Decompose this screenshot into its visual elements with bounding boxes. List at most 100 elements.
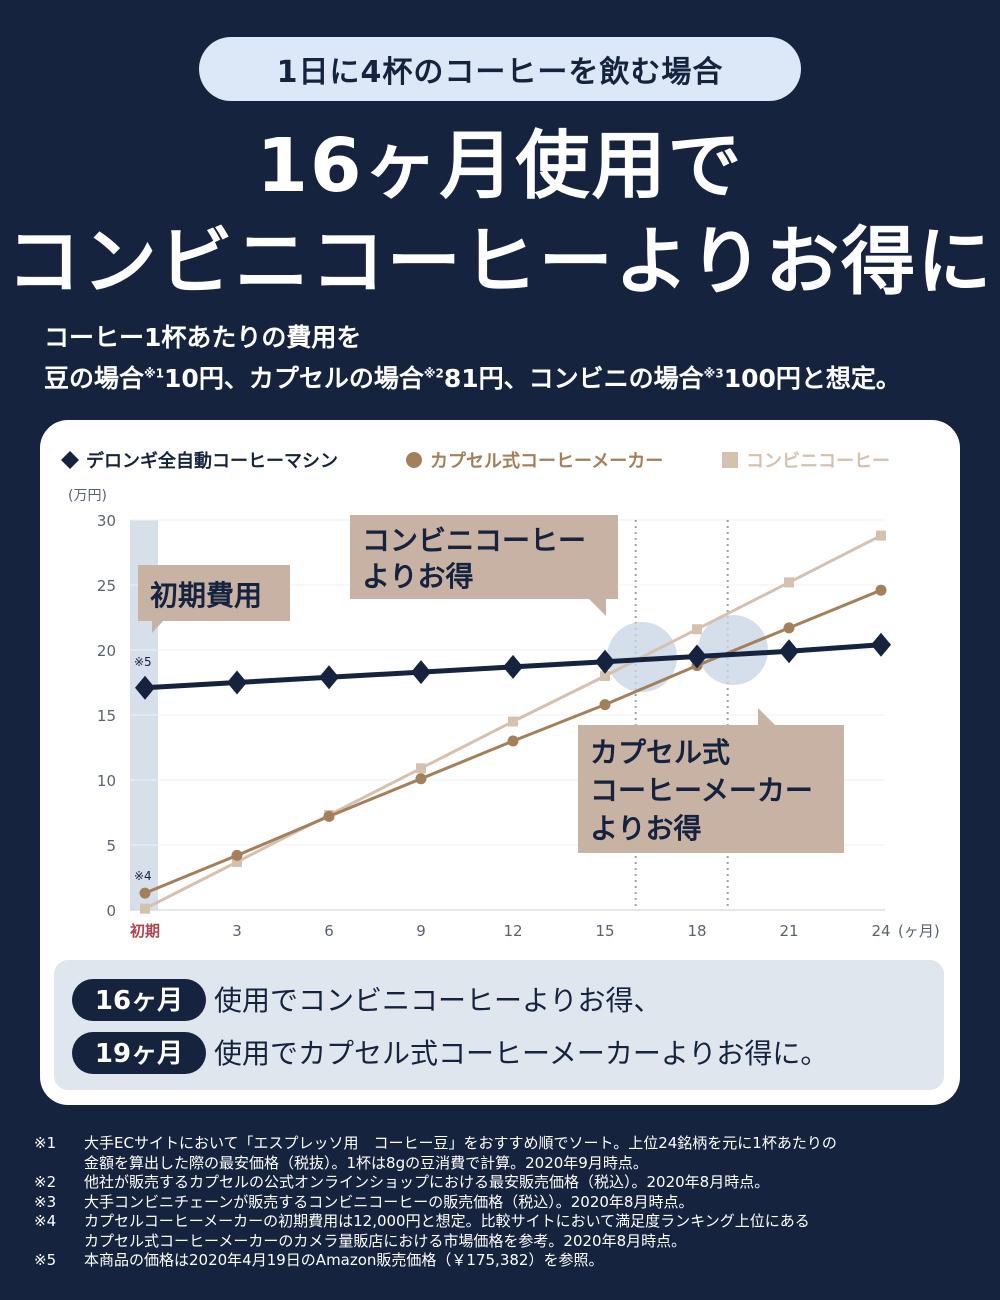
point-square-4 (508, 716, 518, 727)
footnote-mark: ※1 (34, 1134, 57, 1152)
footnote-line: カプセル式コーヒーメーカーのカメラ量販店における市場価格を参考。2020年8月時… (84, 1231, 687, 1250)
point-diamond-5 (595, 649, 615, 674)
footnote-1: ※1 大手ECサイトにおいて「エスプレッソ用 コーヒー豆」をおすすめ順でソート。上… (34, 1134, 974, 1173)
point-circle-8 (875, 584, 887, 596)
summary-months-2: 19ヶ月 (95, 1039, 183, 1069)
point-circle-1 (231, 849, 243, 861)
summary-box (54, 960, 944, 1090)
footnote-text: 他社が販売するカプセルの公式オンラインショップにおける最安販売価格（税込）。20… (84, 1173, 974, 1193)
y-tick-15: 15 (97, 707, 116, 725)
summary-text-1: 使用でコンビニコーヒーよりお得、 (214, 984, 661, 1017)
point-diamond-0 (135, 675, 155, 700)
legend-label-1: カプセル式コーヒーメーカー (430, 450, 663, 472)
capsule-callout-line-3: よりお得 (590, 812, 701, 845)
cvs-callout (350, 515, 618, 599)
point-circle-0 (139, 887, 151, 899)
capsule-callout (578, 725, 844, 853)
scenario-pill: 1日に4杯のコーヒーを飲む場合 (199, 37, 801, 101)
cvs-callout-line-2: よりお得 (362, 560, 473, 593)
footnote-line: 大手ECサイトにおいて「エスプレッソ用 コーヒー豆」をおすすめ順でソート。上位2… (84, 1134, 837, 1152)
footnote-text: 大手ECサイトにおいて「エスプレッソ用 コーヒー豆」をおすすめ順でソート。上位2… (84, 1134, 974, 1173)
note-5-label: ※5 (134, 655, 152, 669)
capsule-callout-line-2: コーヒーメーカー (590, 774, 813, 807)
initial-cost-callout-tail (152, 620, 164, 633)
summary-pill-1 (72, 979, 206, 1021)
x-tick-15: 15 (595, 922, 614, 940)
footnotes: ※1 大手ECサイトにおいて「エスプレッソ用 コーヒー豆」をおすすめ順でソート。上… (34, 1134, 974, 1271)
point-square-6 (692, 624, 702, 635)
x-tick-9: 9 (416, 922, 426, 940)
x-tick-6: 6 (324, 922, 334, 940)
footnote-mark: ※3 (34, 1192, 57, 1211)
point-diamond-8 (871, 632, 891, 657)
footnote-line: 金額を算出した際の最安価格（税抜）。1杯は8gの豆消費で計算。2020年9月時点… (84, 1153, 648, 1172)
x-tick-3: 3 (232, 922, 242, 940)
footnote-2: ※2 他社が販売するカプセルの公式オンラインショップにおける最安販売価格（税込）。… (34, 1173, 974, 1193)
point-circle-5 (599, 699, 611, 711)
y-tick-20: 20 (97, 642, 116, 660)
note-4-label: ※4 (134, 869, 152, 883)
cost-chart: 0 5 10 15 20 25 30 (万円) 初期 3 6 9 12 15 18 21 24 (ヶ月) デロンギ全… (54, 450, 944, 1090)
footnote-text: 大手コンビニチェーンが販売するコンビニコーヒーの販売価格（税込）。2020年8月… (84, 1193, 974, 1213)
x-tick-24: 24 (871, 922, 890, 940)
footnote-mark: ※2 (34, 1173, 57, 1191)
legend-diamond-icon (61, 451, 79, 469)
capsule-callout-tail (758, 708, 776, 726)
point-square-7 (784, 577, 794, 588)
legend-label-2: コンビニコーヒー (746, 451, 890, 472)
summary-text-2: 使用でカプセル式コーヒーメーカーよりお得に。 (214, 1037, 828, 1070)
legend-label-0: デロンギ全自動コーヒーマシン (86, 450, 338, 472)
point-circle-2 (323, 810, 335, 822)
x-tick-18: 18 (687, 922, 706, 940)
initial-cost-label: 初期費用 (150, 579, 262, 612)
chart-panel: 0 5 10 15 20 25 30 (万円) 初期 3 6 9 12 15 18 21 24 (ヶ月) デロンギ全… (40, 420, 960, 1105)
headline-line-2: コンビニコーヒーよりお得に (6, 219, 994, 305)
cvs-callout-tail (588, 598, 606, 616)
y-tick-5: 5 (106, 837, 116, 855)
x-tick-初期: 初期 (130, 922, 160, 940)
point-diamond-6 (687, 644, 707, 669)
y-tick-0: 0 (106, 902, 116, 920)
x-axis-unit: (ヶ月) (898, 922, 940, 940)
point-diamond-3 (411, 660, 431, 685)
y-tick-10: 10 (97, 772, 116, 790)
legend-square-icon (722, 452, 738, 468)
point-square-5 (600, 671, 610, 681)
footnote-mark: ※5 (34, 1251, 57, 1269)
lead-line-2: 豆の場合※110円、カプセルの場合※281円、コンビニの場合※3100円と想定。 (44, 364, 901, 393)
y-axis-unit: (万円) (68, 488, 107, 504)
footnote-line: 他社が販売するカプセルの公式オンラインショップにおける最安販売価格（税込）。20… (84, 1173, 770, 1191)
footnote-5: ※5 本商品の価格は2020年4月19日のAmazon販売価格（￥175,382）… (34, 1251, 974, 1271)
point-diamond-7 (779, 639, 799, 664)
footnote-mark: ※4 (34, 1212, 57, 1230)
footnote-text: 本商品の価格は2020年4月19日のAmazon販売価格（￥175,382）を参… (84, 1251, 974, 1271)
cvs-callout-line-1: コンビニコーヒー (362, 524, 586, 557)
point-diamond-1 (227, 670, 247, 695)
footnote-line: 本商品の価格は2020年4月19日のAmazon販売価格（￥175,382）を参… (84, 1251, 604, 1269)
headline-line-1: 16ヶ月使用で (256, 123, 744, 209)
point-square-1 (232, 856, 242, 867)
x-tick-12: 12 (503, 922, 522, 940)
legend-circle-icon (406, 452, 422, 468)
point-square-0 (140, 903, 150, 914)
capsule-callout-line-1: カプセル式 (590, 736, 730, 769)
point-square-3 (416, 763, 426, 774)
summary-pill-2 (72, 1032, 206, 1074)
point-diamond-4 (503, 654, 523, 679)
point-circle-4 (507, 735, 519, 747)
initial-cost-callout (138, 565, 290, 621)
footnote-line: カプセルコーヒーメーカーの初期費用は12,000円と想定。比較サイトにおいて満足… (84, 1212, 810, 1230)
point-diamond-2 (319, 665, 339, 690)
point-circle-7 (783, 622, 795, 634)
footnote-text: カプセルコーヒーメーカーの初期費用は12,000円と想定。比較サイトにおいて満足… (84, 1212, 974, 1251)
point-circle-3 (415, 773, 427, 785)
summary-months-1: 16ヶ月 (95, 986, 183, 1016)
point-square-8 (876, 530, 886, 541)
footnote-3: ※3 大手コンビニチェーンが販売するコンビニコーヒーの販売価格（税込）。2020年… (34, 1193, 974, 1213)
footnote-4: ※4 カプセルコーヒーメーカーの初期費用は12,000円と想定。比較サイトにおいて… (34, 1212, 974, 1251)
lead-line-1: コーヒー1杯あたりの費用を (44, 323, 362, 352)
footnote-line: 大手コンビニチェーンが販売するコンビニコーヒーの販売価格（税込）。2020年8月… (84, 1192, 694, 1211)
y-tick-25: 25 (97, 577, 116, 595)
x-tick-21: 21 (779, 922, 798, 940)
y-tick-30: 30 (97, 512, 116, 530)
